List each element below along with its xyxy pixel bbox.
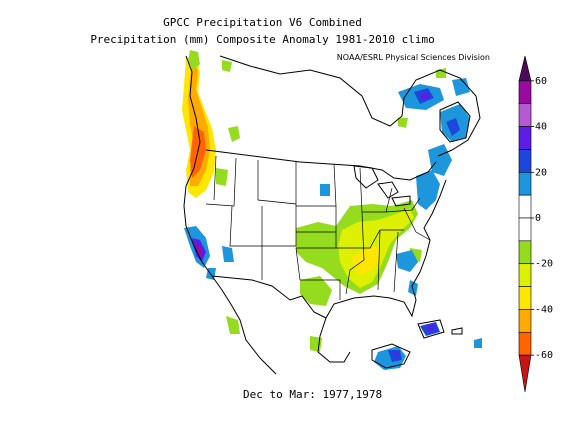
- period-label: Dec to Mar: 1977,1978: [243, 388, 383, 401]
- colorbar-bin: [518, 149, 532, 173]
- colorbar-bin: [518, 354, 532, 393]
- caribbean-dark-blue: [388, 350, 402, 362]
- tennessee-yellow: [352, 246, 380, 276]
- hispaniola-outline: [417, 319, 445, 339]
- colorbar: 60 40 20 0 -20 -40 -60: [518, 55, 553, 393]
- colorbar-bin: [518, 217, 532, 242]
- hispaniola-purple: [426, 324, 434, 332]
- canada-north-coast: [219, 55, 481, 157]
- caribbean-light-blue-east: [474, 338, 482, 348]
- georgia-blue: [396, 250, 418, 272]
- colorbar-bin: [518, 194, 532, 219]
- california-magenta: [196, 244, 202, 256]
- baja-green: [226, 316, 240, 334]
- colorbar-bin: [518, 80, 532, 105]
- colorbar-tick-label: -60: [535, 350, 553, 361]
- us-canada-border: [205, 149, 437, 181]
- colorbar-tick-label: 0: [535, 213, 541, 224]
- minnesota-blue: [320, 184, 330, 196]
- political-boundaries: [183, 55, 481, 375]
- mexico-east-coast: [317, 317, 351, 363]
- colorbar-bin: [518, 240, 532, 265]
- northeast-blue: [416, 170, 440, 210]
- puerto-rico-outline: [451, 327, 463, 335]
- labrador-north-green: [436, 68, 446, 78]
- alaska-panhandle-green: [188, 50, 200, 70]
- colorbar-bin: [518, 171, 532, 196]
- caribbean-purple: [394, 352, 400, 358]
- nevada-blue: [222, 246, 234, 262]
- credit-label: NOAA/ESRL Physical Sciences Division: [336, 53, 490, 62]
- maritime-blue: [428, 144, 452, 176]
- colorbar-tick-label: 60: [535, 76, 547, 87]
- colorbar-bin: [518, 126, 532, 150]
- labrador-purple: [420, 92, 430, 100]
- colorbar-tick-label: -40: [535, 304, 553, 315]
- idaho-green: [216, 168, 228, 186]
- gulf-coastline: [325, 179, 447, 319]
- state-lines: [205, 155, 431, 300]
- cuba-outline: [371, 343, 411, 369]
- colorbar-bin: [518, 286, 532, 310]
- map-title: GPCC Precipitation V6 Combined: [163, 16, 362, 29]
- colorbar-bin: [518, 55, 532, 82]
- colorbar-tick-label: 40: [535, 122, 547, 133]
- colorbar-bin: [518, 263, 532, 287]
- pacific-coastline: [183, 55, 277, 375]
- great-lakes-outline: [353, 165, 411, 207]
- quebec-blue: [452, 78, 470, 96]
- colorbar-bin: [518, 103, 532, 127]
- us-mexico-border: [211, 275, 327, 319]
- colorbar-bin: [518, 331, 532, 356]
- inner-bc-green-2: [222, 60, 232, 72]
- inner-bc-green: [228, 126, 240, 142]
- texas-green: [300, 276, 332, 306]
- newfoundland-dark-blue: [446, 118, 460, 136]
- anomaly-shading: [182, 50, 482, 370]
- hudson-green: [398, 118, 408, 128]
- colorbar-tick-label: -20: [535, 259, 553, 270]
- colorbar-tick-label: 20: [535, 167, 547, 178]
- newfoundland-outline: [439, 101, 471, 143]
- map-subtitle: Precipitation (mm) Composite Anomaly 198…: [90, 33, 435, 46]
- colorbar-bin: [518, 309, 532, 333]
